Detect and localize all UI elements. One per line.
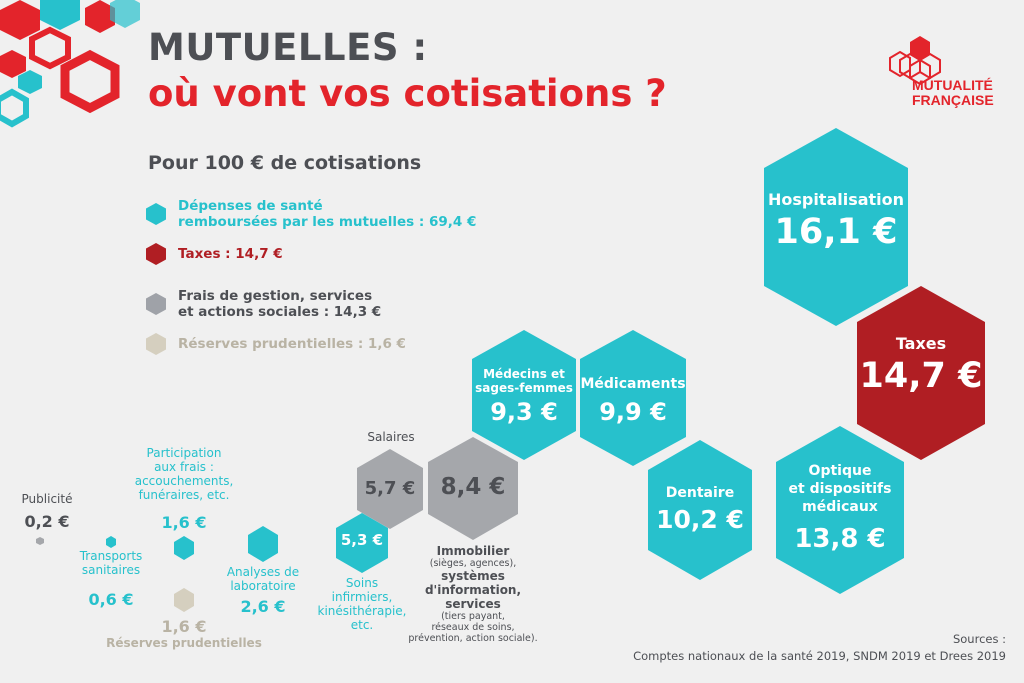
immobilier-description: Immobilier (sièges, agences), systèmes d… [398,544,548,644]
legend-label: et actions sociales : 14,3 € [178,304,382,320]
logo: MUTUALITÉ FRANÇAISE [884,34,1004,118]
hexagon-reserves [174,588,194,612]
immobilier-text: systèmes [441,569,505,583]
medicaments-label: Médicaments [580,376,686,392]
hexagon-red-icon [146,243,166,265]
salaires-label: Salaires [367,430,415,444]
hexagon-transports [106,536,116,548]
page-title: MUTUELLES : [148,26,428,69]
transports-label-line: Transports [79,549,143,563]
hexagon-soins [336,513,388,573]
hexagon-beige-icon [146,333,166,355]
soins-value: 5,3 € [340,531,384,549]
optique-label-line: médicaux [802,499,878,515]
hexagon-analyses [248,526,278,562]
hexagon-publicite [36,537,44,545]
decorative-hexagons [0,0,140,128]
sources-label: Sources : [952,632,1006,646]
participation-label-line: Participation [146,446,222,460]
hexagon-immobilier [428,437,518,540]
hexagon-hospitalisation [764,128,908,326]
taxes-label: Taxes [895,334,947,353]
legend-label: Dépenses de santé [178,198,323,214]
medecins-label-line: sages-femmes [475,381,573,395]
dentaire-label: Dentaire [665,485,735,501]
page-title-question: où vont vos cotisations ? [148,72,667,115]
reserves-label: Réserves prudentielles [106,636,262,650]
medecins-label: Médecins et sages-femmes [472,367,576,395]
hexagon-grey-icon [146,293,166,315]
hexagon-teal-icon [146,203,166,225]
analyses-label-line: Analyses de [226,565,300,579]
publicite-value: 0,2 € [24,512,70,531]
publicite-label: Publicité [21,492,73,506]
immobilier-text: d'information, [424,583,522,597]
hospitalisation-label: Hospitalisation [767,190,905,209]
legend-label: Frais de gestion, services [178,288,373,304]
hexagon-taxes [857,286,985,460]
hexagon-participation [174,536,194,560]
taxes-value: 14,7 € [859,356,983,396]
participation-label-line: funéraires, etc. [138,488,230,502]
legend-item-reserves: Réserves prudentielles : 1,6 € [146,333,406,355]
participation-label-line: aux frais : [154,460,214,474]
immobilier-text: réseaux de soins, [431,622,515,633]
legend-item-taxes: Taxes : 14,7 € [146,243,283,265]
immobilier-text: (tiers payant, [441,611,505,622]
soins-label-line: etc. [350,618,374,632]
logo-hexagons-icon [889,36,941,86]
medecins-value: 9,3 € [490,398,558,426]
hexagon-medicaments [580,330,686,466]
immobilier-value: 8,4 € [440,474,506,500]
legend-label: Réserves prudentielles : 1,6 € [178,336,406,352]
subtitle: Pour 100 € de cotisations [148,152,422,174]
medecins-label-line: Médecins et [483,367,565,381]
analyses-value: 2,6 € [240,597,286,616]
hexagon-dentaire [648,440,752,580]
salaires-value: 5,7 € [364,478,416,499]
legend-item-frais: Frais de gestion, services et actions so… [146,288,381,320]
immobilier-text: services [445,597,501,611]
soins-label: Soins infirmiers, kinésithérapie, etc. [302,576,422,632]
legend-item-depenses: Dépenses de santé remboursées par les mu… [146,198,476,230]
participation-label-line: accouchements, [134,474,234,488]
sources-text: Comptes nationaux de la santé 2019, SNDM… [633,649,1006,663]
hexagon-medecins [472,330,576,460]
logo-line1: MUTUALITÉ [912,77,993,93]
immobilier-text: (sièges, agences), [429,558,517,569]
legend-label: remboursées par les mutuelles : 69,4 € [178,214,477,230]
legend-label: Taxes : 14,7 € [178,246,283,262]
transports-label: Transports sanitaires [66,549,156,577]
reserves-value: 1,6 € [161,617,207,636]
analyses-label-line: laboratoire [230,579,296,593]
soins-label-line: Soins [345,576,379,590]
optique-label: Optique et dispositifs médicaux [776,462,904,516]
soins-label-line: kinésithérapie, [317,604,407,618]
optique-label-line: et dispositifs [788,481,892,497]
immobilier-text: prévention, action sociale). [408,633,538,644]
transports-value: 0,6 € [88,590,134,609]
logo-line2: FRANÇAISE [912,92,994,108]
hospitalisation-value: 16,1 € [774,212,898,252]
optique-label-line: Optique [808,463,872,479]
transports-label-line: sanitaires [81,563,141,577]
soins-label-line: infirmiers, [331,590,393,604]
hexagon-salaires [357,449,423,529]
medicaments-value: 9,9 € [599,398,667,426]
optique-value: 13,8 € [794,524,886,554]
participation-label: Participation aux frais : accouchements,… [124,446,244,502]
hexagon-optique [776,426,904,594]
participation-value: 1,6 € [161,513,207,532]
immobilier-text: Immobilier [436,544,510,558]
dentaire-value: 10,2 € [656,505,744,534]
analyses-label: Analyses de laboratoire [213,565,313,593]
